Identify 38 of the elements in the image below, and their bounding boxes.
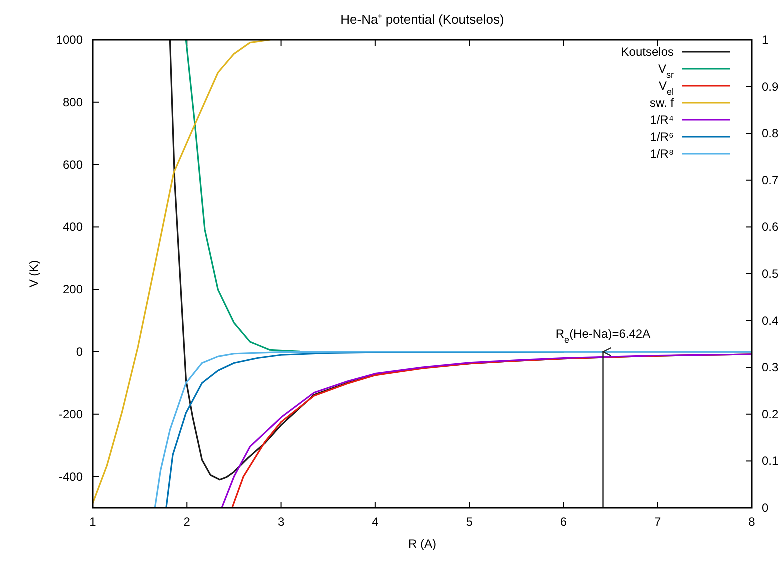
y-tick-label: 800 <box>62 95 84 110</box>
legend-label: Koutselos <box>621 45 674 59</box>
legend-label: V$_{sr}$ <box>658 62 674 80</box>
legend-label: 1/R⁸ <box>650 147 674 161</box>
legend-label: 1/R⁶ <box>650 130 674 144</box>
x-tick-label: 3 <box>278 515 285 529</box>
legend-label: V$_{el}$ <box>658 79 674 97</box>
x-tick-label: 2 <box>184 515 191 529</box>
y2-tick-label: 0 <box>762 501 769 515</box>
chart-title: He-Na⁺ potential (Koutselos) <box>340 12 504 27</box>
y2-tick-label: 0.6 <box>762 220 780 234</box>
x-tick-label: 8 <box>748 515 756 529</box>
x-axis-title: R (A) <box>408 537 436 551</box>
y-tick-label: -200 <box>58 407 84 422</box>
y-axis-title: V (K) <box>27 260 41 288</box>
y2-tick-label: 0.4 <box>762 314 780 328</box>
y2-tick-label: 0.7 <box>762 173 780 188</box>
y2-tick-label: 0.3 <box>762 360 780 375</box>
y2-tick-label: 1 <box>762 33 769 47</box>
x-tick-label: 7 <box>654 515 662 529</box>
annotation: R$_{e}$(He-Na)=6.42A <box>556 327 651 345</box>
legend-label: sw. f <box>650 96 675 110</box>
x-tick-label: 6 <box>560 515 568 529</box>
y-tick-label: 600 <box>62 158 84 172</box>
y2-tick-label: 0.5 <box>762 267 780 281</box>
y2-tick-label: 0.2 <box>762 407 780 422</box>
y-tick-label: 0 <box>76 345 84 359</box>
y2-tick-label: 0.8 <box>762 126 780 141</box>
x-tick-label: 4 <box>372 515 380 529</box>
y-tick-label: 200 <box>62 282 84 297</box>
y2-tick-label: 0.9 <box>762 80 780 94</box>
y-tick-label: 400 <box>62 220 84 234</box>
y-tick-label: 1000 <box>56 33 84 47</box>
y2-tick-label: 0.1 <box>762 454 780 468</box>
legend-label: 1/R⁴ <box>650 113 674 127</box>
y-tick-label: -400 <box>58 470 84 484</box>
x-tick-label: 1 <box>90 515 97 529</box>
x-tick-label: 5 <box>466 515 474 529</box>
